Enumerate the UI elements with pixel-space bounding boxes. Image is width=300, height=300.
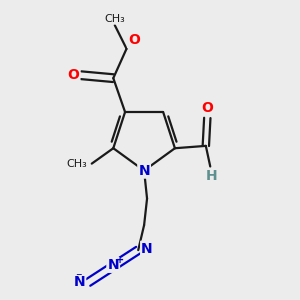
Text: +: +: [116, 255, 124, 265]
Text: ⁻: ⁻: [75, 271, 82, 284]
Text: O: O: [68, 68, 80, 82]
Text: N: N: [138, 164, 150, 178]
Text: O: O: [128, 33, 140, 47]
Text: CH₃: CH₃: [104, 14, 125, 24]
Text: N: N: [74, 275, 85, 290]
Text: H: H: [206, 169, 218, 183]
Text: CH₃: CH₃: [67, 159, 87, 169]
Text: N: N: [107, 258, 119, 272]
Text: N: N: [141, 242, 153, 256]
Text: O: O: [201, 101, 213, 115]
